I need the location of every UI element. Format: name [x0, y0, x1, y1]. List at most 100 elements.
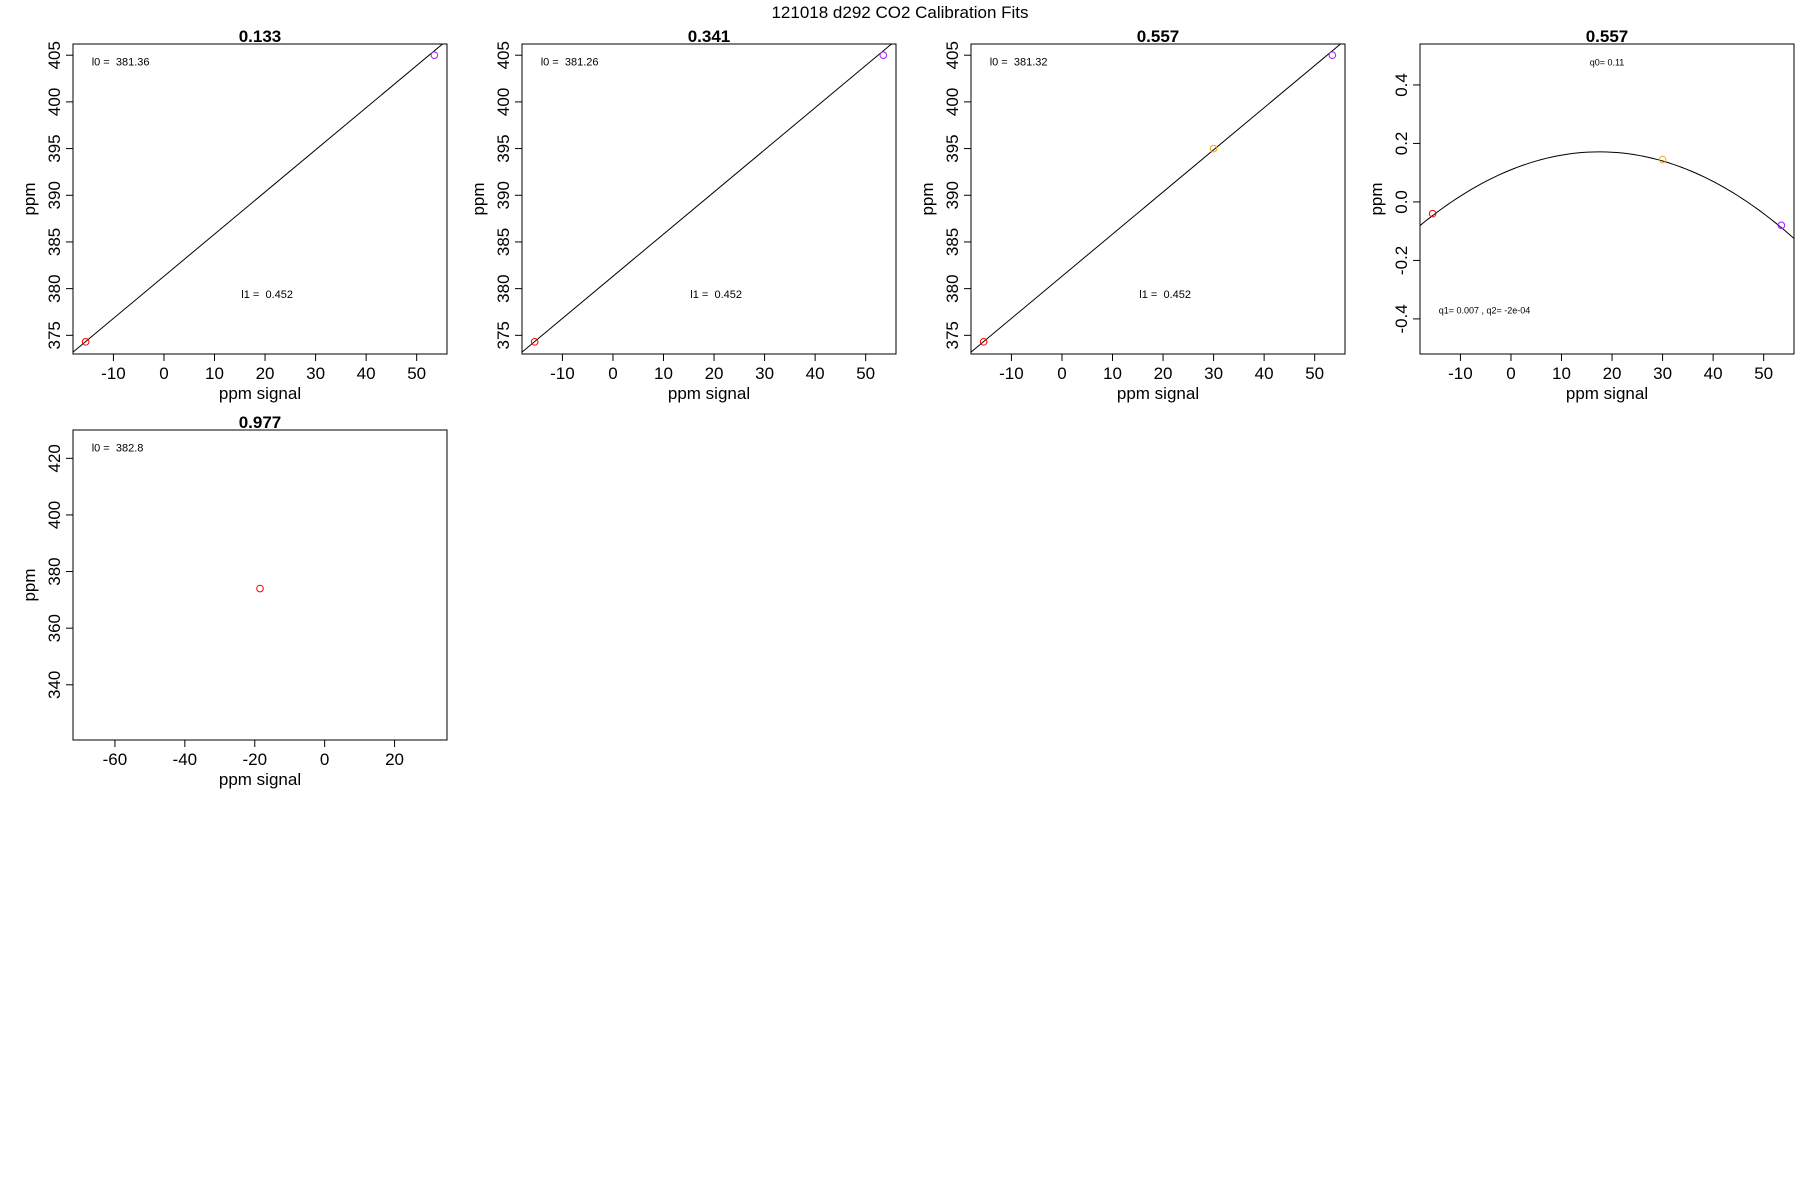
y-tick-label: 375 — [943, 321, 962, 349]
data-point — [1428, 209, 1437, 218]
fit-annotation: l1 = 0.452 — [690, 289, 742, 301]
fit-annotation: l0 = 381.36 — [92, 57, 150, 69]
x-tick-label: -20 — [242, 750, 267, 769]
x-tick-label: 40 — [1704, 364, 1723, 383]
x-tick-label: -10 — [101, 364, 126, 383]
data-point — [430, 51, 439, 60]
x-tick-label: 50 — [1754, 364, 1773, 383]
panel-title: 0.133 — [239, 27, 282, 46]
x-tick-label: 0 — [320, 750, 329, 769]
panels-container: 0.133-10 0 10 20 30 40 50375380385390395400405… — [20, 27, 1795, 789]
y-tick-label: 380 — [45, 274, 64, 302]
y-tick-label: 405 — [45, 41, 64, 69]
x-tick-label: 50 — [856, 364, 875, 383]
fit-curve — [1420, 151, 1794, 239]
panel-title: 0.977 — [239, 413, 282, 432]
data-point — [879, 51, 888, 60]
x-tick-label: 20 — [1154, 364, 1173, 383]
y-tick-label: 0.4 — [1392, 73, 1411, 97]
y-tick-label: 400 — [943, 88, 962, 116]
x-tick-label: 20 — [705, 364, 724, 383]
y-tick-label: -0.4 — [1392, 304, 1411, 333]
x-tick-label: 50 — [407, 364, 426, 383]
fit-annotation: q0= 0.11 — [1590, 58, 1625, 68]
y-tick-label: 395 — [45, 134, 64, 162]
panel-title: 0.557 — [1586, 27, 1629, 46]
y-tick-label: 380 — [45, 557, 64, 585]
y-axis-label: ppm — [20, 568, 39, 601]
chart-panel-4: 0.557 -10 0 10 20 30 40 50 -0.4 -0.2 0.0 0.2 0.4 ppm … — [1367, 27, 1795, 403]
x-tick-label: -10 — [1448, 364, 1473, 383]
y-tick-label: 0.2 — [1392, 132, 1411, 156]
x-tick-label: 40 — [1255, 364, 1274, 383]
x-axis-label: ppm signal — [1117, 384, 1199, 403]
y-tick-label: 380 — [494, 274, 513, 302]
x-tick-label: 10 — [654, 364, 673, 383]
y-axis-label: ppm — [1367, 182, 1386, 215]
y-tick-label: 390 — [45, 181, 64, 209]
x-tick-label: 50 — [1305, 364, 1324, 383]
y-tick-label: 405 — [494, 41, 513, 69]
fit-annotation: l1 = 0.452 — [241, 289, 293, 301]
data-point — [256, 584, 264, 593]
y-tick-label: 385 — [45, 228, 64, 256]
x-tick-label: 0 — [1506, 364, 1515, 383]
x-tick-label: 10 — [1552, 364, 1571, 383]
plot-frame — [1419, 43, 1795, 355]
data-point — [530, 338, 539, 346]
fit-line — [522, 44, 893, 353]
chart-panel-1: 0.133 -10 0 10 20 30 40 50 375 380 385 390 395 400 405… — [20, 27, 448, 403]
chart-panel-3: 0.557 -10 0 10 20 30 40 50 375 380 385 390 395 400 405… — [918, 27, 1346, 403]
x-tick-label: 20 — [256, 364, 275, 383]
x-tick-label: 0 — [1057, 364, 1066, 383]
y-tick-label: -0.2 — [1392, 246, 1411, 275]
plot-frame — [521, 43, 897, 355]
x-tick-label: 40 — [357, 364, 376, 383]
chart-panel-2: 0.341 -10 0 10 20 30 40 50 375 380 385 390 395 400 405… — [469, 27, 897, 403]
panel-title: 0.557 — [1137, 27, 1180, 46]
chart-panel-5: 0.977 -60 -40 -20 0 20 340 360 380 400 420 ppm sign… — [20, 413, 448, 789]
plot-frame — [72, 429, 448, 741]
y-tick-label: 395 — [494, 134, 513, 162]
y-tick-label: 405 — [943, 41, 962, 69]
x-tick-label: 30 — [1204, 364, 1223, 383]
fit-annotation: l0 = 381.26 — [541, 57, 599, 69]
figure-title: 121018 d292 CO2 Calibration Fits — [771, 3, 1028, 22]
x-tick-label: 30 — [1653, 364, 1672, 383]
x-axis-label: ppm signal — [219, 384, 301, 403]
data-point — [1209, 144, 1218, 153]
y-axis-label: ppm — [469, 182, 488, 215]
data-point — [979, 338, 988, 346]
data-point — [1777, 221, 1786, 230]
plot-frame — [970, 43, 1346, 355]
y-tick-label: 390 — [943, 181, 962, 209]
x-tick-label: 0 — [608, 364, 617, 383]
fit-annotation: l0 = 381.32 — [990, 57, 1048, 69]
y-tick-label: 400 — [45, 501, 64, 529]
fit-line — [971, 44, 1342, 353]
x-tick-label: 10 — [1103, 364, 1122, 383]
fit-annotation: q1= 0.007 , q2= -2e-04 — [1439, 306, 1531, 316]
x-tick-label: 10 — [205, 364, 224, 383]
fit-line — [73, 44, 444, 353]
y-tick-label: 400 — [45, 88, 64, 116]
y-tick-label: 400 — [494, 88, 513, 116]
x-axis-label: ppm signal — [668, 384, 750, 403]
data-point — [1658, 155, 1667, 164]
x-axis-label: ppm signal — [1566, 384, 1648, 403]
y-axis-label: ppm — [20, 182, 39, 215]
y-tick-label: 380 — [943, 274, 962, 302]
fit-annotation: l0 = 382.8 — [92, 443, 144, 455]
y-tick-label: 385 — [494, 228, 513, 256]
y-tick-label: 420 — [45, 444, 64, 472]
y-tick-label: 390 — [494, 181, 513, 209]
data-point — [1328, 51, 1337, 60]
y-tick-label: 375 — [494, 321, 513, 349]
y-tick-label: 375 — [45, 321, 64, 349]
y-tick-label: 340 — [45, 671, 64, 699]
plot-frame — [72, 43, 448, 355]
x-tick-label: 20 — [1603, 364, 1622, 383]
y-tick-label: 395 — [943, 134, 962, 162]
x-tick-label: 30 — [755, 364, 774, 383]
